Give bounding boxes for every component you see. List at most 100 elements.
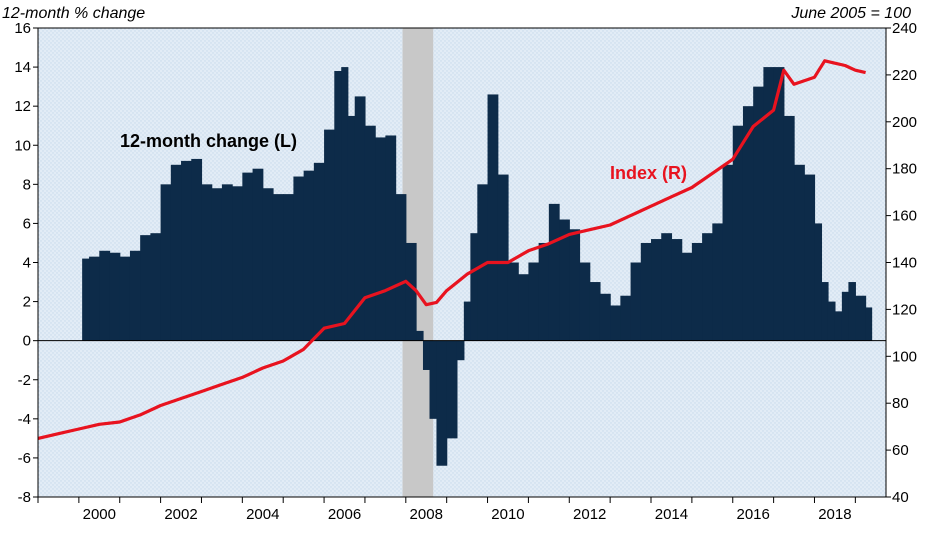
bar bbox=[821, 282, 829, 341]
bar bbox=[313, 162, 325, 341]
annotation-12-month-change: 12-month change (L) bbox=[120, 131, 297, 151]
right-tick-label: 220 bbox=[892, 67, 917, 84]
left-tick-label: 0 bbox=[23, 333, 31, 350]
right-tick-label: 120 bbox=[892, 301, 917, 318]
bar bbox=[827, 301, 836, 341]
bar bbox=[794, 164, 805, 341]
bar bbox=[855, 295, 867, 341]
bar bbox=[364, 125, 376, 341]
bar bbox=[477, 184, 489, 341]
bar bbox=[742, 106, 754, 341]
left-tick-label: 6 bbox=[23, 215, 31, 232]
bar bbox=[181, 160, 192, 341]
bar bbox=[119, 256, 131, 341]
bar bbox=[640, 242, 652, 341]
bar bbox=[150, 233, 162, 341]
bar bbox=[559, 219, 570, 341]
bar bbox=[82, 258, 90, 341]
bar bbox=[661, 233, 673, 341]
bar bbox=[242, 172, 254, 341]
bar bbox=[507, 262, 519, 341]
left-tick-label: -6 bbox=[18, 450, 31, 467]
bar bbox=[170, 164, 182, 341]
bar bbox=[681, 252, 693, 341]
x-tick-label: 2000 bbox=[83, 506, 116, 523]
bar bbox=[262, 188, 274, 341]
bar bbox=[201, 184, 213, 341]
x-tick-label: 2006 bbox=[328, 506, 361, 523]
left-tick-label: 4 bbox=[23, 255, 31, 272]
bar bbox=[804, 174, 816, 341]
bar bbox=[293, 176, 305, 341]
x-tick-label: 2010 bbox=[491, 506, 524, 523]
bar bbox=[814, 223, 823, 341]
bar bbox=[579, 262, 591, 341]
x-tick-label: 2018 bbox=[818, 506, 851, 523]
right-tick-label: 80 bbox=[892, 395, 909, 412]
bar bbox=[569, 229, 581, 341]
bar bbox=[385, 135, 397, 341]
left-tick-label: -4 bbox=[18, 411, 31, 428]
bar bbox=[395, 194, 407, 341]
bar bbox=[470, 233, 478, 341]
right-tick-label: 240 bbox=[892, 20, 917, 37]
right-tick-label: 180 bbox=[892, 161, 917, 178]
bar bbox=[272, 194, 284, 341]
bar bbox=[599, 293, 611, 341]
x-tick-label: 2014 bbox=[655, 506, 688, 523]
bar bbox=[334, 70, 342, 341]
x-tick-label: 2004 bbox=[246, 506, 279, 523]
bar bbox=[375, 137, 386, 341]
x-tick-label: 2012 bbox=[573, 506, 606, 523]
x-axis: 2000 2002 2004 2006 2008 2010 2012 2014 2016 2018 bbox=[37, 497, 856, 523]
bar bbox=[436, 340, 448, 466]
left-tick-label: 12 bbox=[14, 98, 31, 115]
bar bbox=[841, 291, 850, 341]
bar bbox=[651, 239, 662, 341]
bar-series-12-month-change bbox=[82, 67, 873, 466]
bar bbox=[303, 170, 315, 341]
bar bbox=[671, 239, 683, 341]
bar bbox=[160, 184, 172, 341]
right-tick-label: 40 bbox=[892, 489, 909, 506]
x-tick-label: 2002 bbox=[164, 506, 197, 523]
right-tick-label: 200 bbox=[892, 114, 917, 131]
left-axis-unit-label: 12-month % change bbox=[2, 5, 146, 22]
bar bbox=[702, 233, 713, 341]
bar bbox=[341, 67, 349, 341]
bar bbox=[416, 330, 424, 341]
left-tick-label: 14 bbox=[14, 59, 31, 76]
bar bbox=[456, 340, 465, 361]
left-tick-label: 8 bbox=[23, 176, 31, 193]
bar bbox=[405, 242, 417, 341]
bar bbox=[865, 307, 873, 341]
index-line bbox=[37, 59, 866, 440]
bar bbox=[538, 242, 550, 341]
bar bbox=[109, 252, 121, 341]
bar bbox=[347, 115, 356, 341]
bar bbox=[252, 168, 264, 341]
left-tick-label: 2 bbox=[23, 294, 31, 311]
bar bbox=[722, 164, 734, 341]
bar bbox=[129, 250, 141, 341]
left-tick-label: 10 bbox=[14, 137, 31, 154]
left-tick-label: 16 bbox=[14, 20, 31, 37]
bar bbox=[589, 282, 601, 341]
bar bbox=[763, 67, 775, 341]
right-tick-label: 160 bbox=[892, 208, 917, 225]
x-tick-label: 2016 bbox=[736, 506, 769, 523]
right-tick-label: 140 bbox=[892, 255, 917, 272]
bar bbox=[221, 184, 233, 341]
bar bbox=[518, 274, 530, 341]
right-tick-label: 100 bbox=[892, 348, 917, 365]
left-tick-label: -8 bbox=[18, 489, 31, 506]
bar bbox=[773, 67, 785, 341]
x-tick-label: 2008 bbox=[410, 506, 443, 523]
bar bbox=[324, 129, 335, 341]
bar bbox=[497, 174, 509, 341]
bar bbox=[783, 115, 795, 341]
bar bbox=[528, 262, 540, 341]
bar bbox=[191, 158, 203, 341]
right-axis: 240 220 200 180 160 140 120 100 80 60 40 bbox=[886, 20, 917, 506]
